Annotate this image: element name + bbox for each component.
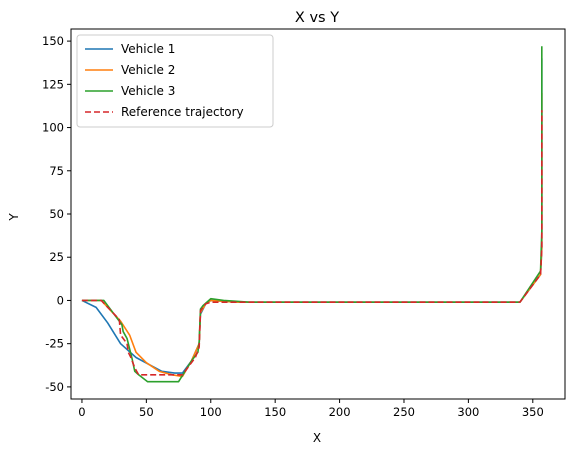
y-tick-label: 0	[57, 293, 64, 307]
x-tick-label: 350	[522, 405, 544, 419]
y-tick-label: -25	[45, 337, 64, 351]
x-axis-label: X	[313, 431, 321, 445]
y-tick-label: -50	[45, 380, 64, 394]
legend-label: Vehicle 3	[121, 84, 175, 98]
x-tick-label: 200	[329, 405, 351, 419]
x-tick-label: 50	[139, 405, 154, 419]
plot-lines	[81, 46, 543, 383]
y-tick-label: 100	[42, 121, 64, 135]
y-tick-label: 75	[49, 164, 64, 178]
y-tick-label: 125	[42, 77, 64, 91]
chart-title: X vs Y	[295, 10, 339, 26]
plot-frame	[70, 28, 566, 400]
legend-box	[76, 34, 274, 128]
series-line-3	[81, 46, 543, 383]
legend-label: Reference trajectory	[121, 105, 244, 119]
x-tick-label: 100	[200, 405, 222, 419]
legend-label: Vehicle 2	[121, 63, 175, 77]
legend: Vehicle 1 Vehicle 2 Vehicle 3 Reference tra…	[76, 34, 274, 128]
y-axis-label: Y	[7, 213, 21, 222]
y-tick-label: 150	[42, 34, 64, 48]
x-tick-label: 300	[457, 405, 479, 419]
legend-label: Vehicle 1	[121, 42, 175, 56]
y-tick-label: 25	[49, 250, 64, 264]
series-line-4	[81, 110, 543, 376]
y-tick-label: 50	[49, 207, 64, 221]
x-tick-label: 250	[393, 405, 415, 419]
x-tick-label: 150	[264, 405, 286, 419]
y-axis-ticks: -50 -25 0 25 50 75 100 125 150	[42, 34, 71, 394]
x-tick-label: 0	[78, 405, 85, 419]
x-axis-ticks: 0 50 100 150 200 250 300 350	[78, 399, 544, 419]
